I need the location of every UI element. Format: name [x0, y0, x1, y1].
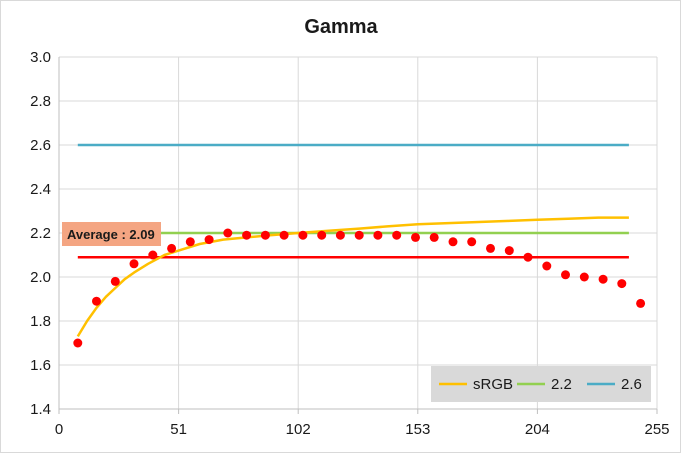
data-point — [504, 246, 514, 256]
series-line-srgb — [76, 216, 629, 338]
y-tick-label: 2.0 — [30, 269, 51, 286]
data-point — [561, 270, 570, 280]
data-point — [335, 230, 345, 240]
series-layer — [76, 143, 629, 338]
data-point — [148, 250, 158, 260]
y-tick-label: 2.2 — [30, 225, 51, 242]
data-point — [185, 237, 195, 247]
data-point — [204, 235, 214, 245]
y-tick-label: 2.4 — [30, 181, 51, 198]
data-point — [73, 338, 83, 348]
x-tick-label: 153 — [405, 421, 430, 438]
average-label-box — [62, 222, 161, 246]
legend: sRGB 2.2 2.6 — [431, 366, 651, 402]
y-tick-label: 2.6 — [30, 137, 51, 154]
data-point — [617, 279, 627, 289]
x-tick-label: 102 — [286, 421, 311, 438]
data-point — [486, 243, 495, 253]
average-label: Average : 2.09 — [67, 227, 155, 242]
data-point — [167, 243, 177, 253]
data-point — [279, 230, 289, 240]
average-annotation: Average : 2.09 — [62, 222, 161, 246]
data-point — [448, 237, 458, 247]
y-tick-label: 3.0 — [30, 49, 51, 66]
data-point — [317, 230, 327, 240]
data-point — [523, 252, 533, 262]
legend-label: 2.2 — [551, 376, 572, 393]
data-point — [411, 232, 420, 242]
legend-label: sRGB — [473, 376, 513, 393]
chart-title: Gamma — [304, 16, 378, 38]
x-tick-label: 51 — [170, 421, 187, 438]
data-point — [298, 230, 308, 240]
data-point — [598, 274, 608, 284]
data-point — [636, 298, 646, 308]
x-tick-label: 255 — [644, 421, 669, 438]
y-tick-label: 2.8 — [30, 93, 51, 110]
data-point — [392, 230, 402, 240]
x-tick-label: 204 — [525, 421, 550, 438]
data-point — [579, 272, 589, 282]
y-tick-label: 1.8 — [30, 313, 51, 330]
data-points — [73, 228, 646, 348]
data-point — [92, 296, 101, 306]
data-point — [260, 230, 270, 240]
data-point — [542, 261, 552, 271]
x-tick-label: 0 — [55, 421, 63, 438]
y-tick-label: 1.6 — [30, 357, 51, 374]
data-point — [429, 232, 439, 242]
axes: 1.4 1.6 1.8 2.0 2.2 2.4 2.6 2.8 3.0 0 51 102 153 204 2… — [30, 49, 669, 438]
data-point — [223, 228, 233, 238]
legend-label: 2.6 — [621, 376, 642, 393]
y-tick-label: 1.4 — [30, 401, 51, 418]
data-point — [467, 237, 477, 247]
data-point — [354, 230, 364, 240]
data-point — [242, 230, 252, 240]
data-point — [373, 230, 383, 240]
data-point — [129, 259, 139, 269]
data-point — [110, 276, 120, 286]
